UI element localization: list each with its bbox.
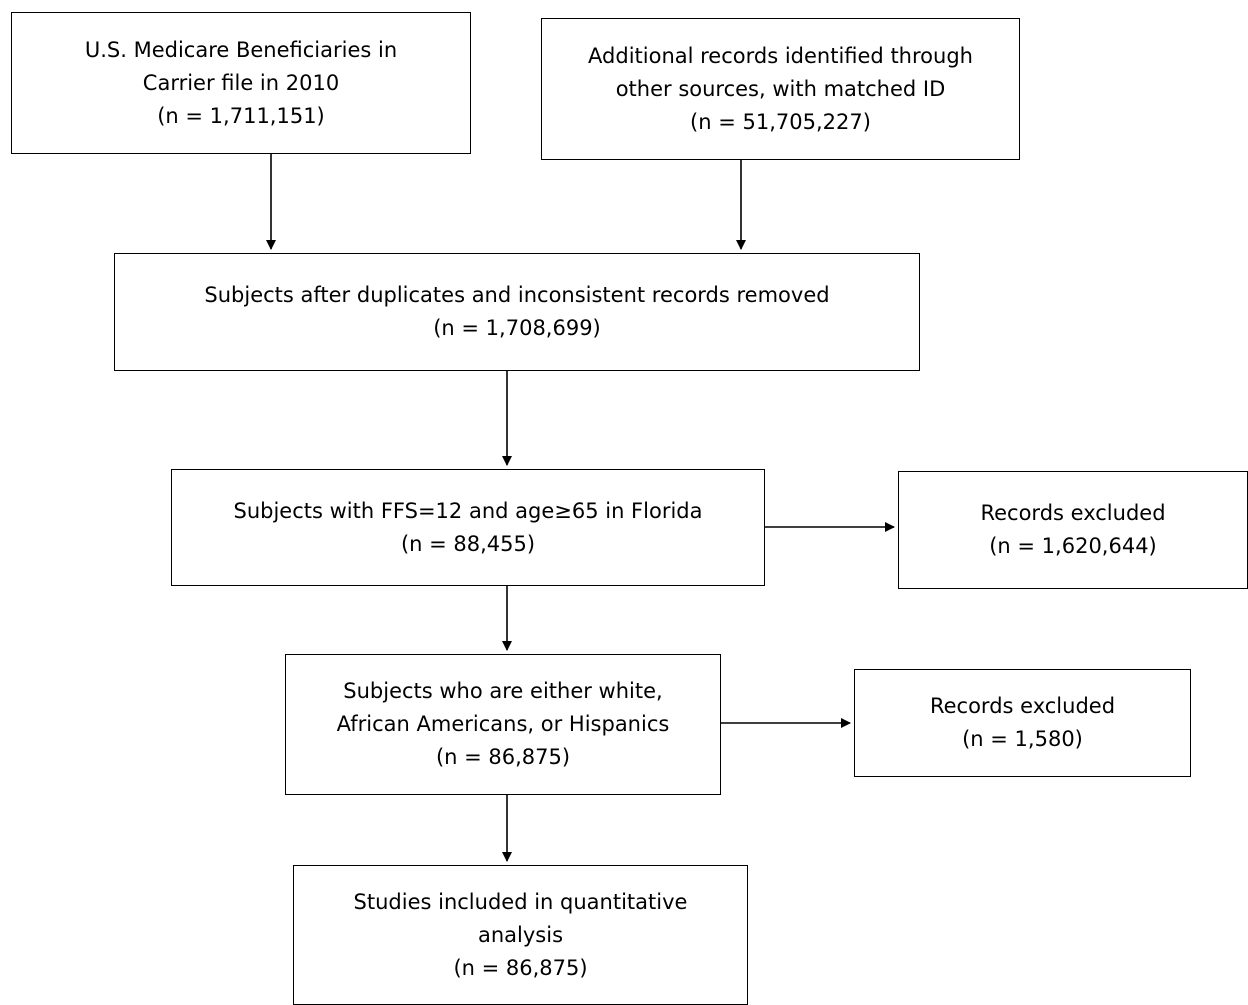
included-count: (n = 86,875) — [453, 955, 588, 980]
dedup-count: (n = 1,708,699) — [433, 316, 601, 340]
race-line-1: Subjects who are either white, — [343, 679, 663, 703]
race-count: (n = 86,875) — [435, 745, 571, 769]
included-line-1: Studies included in quantitative — [353, 889, 688, 914]
medicare-count: (n = 1,711,151) — [157, 103, 325, 128]
excluded-1-label: Records excluded — [980, 501, 1166, 525]
ffs-line-1: Subjects with FFS=12 and age≥65 in Flori… — [233, 498, 703, 523]
records-excluded-box-2: Records excluded (n = 1,580) — [854, 669, 1191, 777]
additional-line-1: Additional records identified through — [588, 43, 973, 68]
medicare-line-1: U.S. Medicare Beneficiaries in — [84, 37, 398, 62]
ffs-count: (n = 88,455) — [400, 531, 536, 556]
included-studies-box: Studies included in quantitative analysi… — [293, 865, 748, 1005]
race-line-2: African Americans, or Hispanics — [336, 712, 670, 736]
included-line-2: analysis — [477, 922, 564, 947]
excluded-2-count: (n = 1,580) — [962, 727, 1083, 751]
excluded-1-count: (n = 1,620,644) — [989, 534, 1157, 558]
additional-count: (n = 51,705,227) — [690, 109, 871, 134]
medicare-line-2: Carrier file in 2010 — [142, 70, 340, 95]
race-ethnicity-box: Subjects who are either white, African A… — [285, 654, 721, 795]
deduplicated-subjects-box: Subjects after duplicates and inconsiste… — [114, 253, 920, 371]
excluded-2-label: Records excluded — [929, 694, 1116, 718]
additional-line-2: other sources, with matched ID — [615, 76, 946, 101]
ffs-age-florida-box: Subjects with FFS=12 and age≥65 in Flori… — [171, 469, 765, 586]
medicare-beneficiaries-box: U.S. Medicare Beneficiaries in Carrier f… — [11, 12, 471, 154]
additional-records-box: Additional records identified through ot… — [541, 18, 1020, 160]
dedup-line-1: Subjects after duplicates and inconsiste… — [204, 283, 830, 307]
records-excluded-box-1: Records excluded (n = 1,620,644) — [898, 471, 1248, 589]
